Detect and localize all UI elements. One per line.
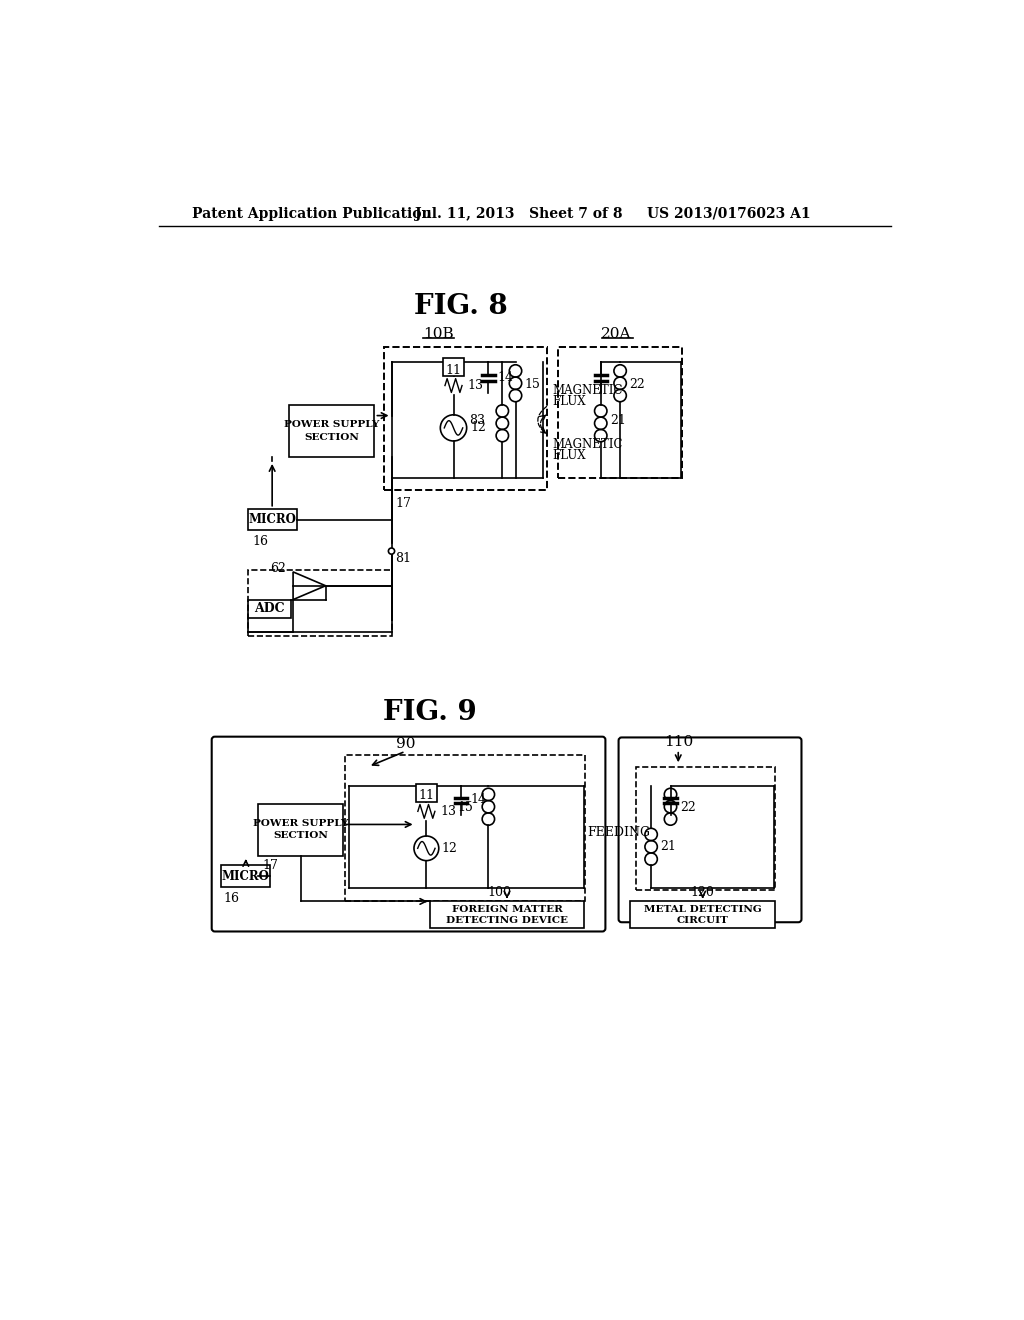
Text: SECTION: SECTION	[273, 832, 329, 841]
Bar	[416, 784, 437, 803]
Text: 62: 62	[270, 562, 286, 576]
Text: FIG. 9: FIG. 9	[383, 700, 477, 726]
Text: FEEDING: FEEDING	[588, 825, 650, 838]
Bar	[430, 902, 584, 928]
Text: US 2013/0176023 A1: US 2013/0176023 A1	[647, 207, 811, 220]
Text: 12: 12	[442, 842, 458, 855]
Text: 15: 15	[457, 801, 473, 814]
Bar	[558, 347, 682, 478]
Bar	[248, 599, 291, 618]
FancyArrowPatch shape	[540, 414, 547, 434]
Text: 10B: 10B	[423, 327, 454, 341]
Text: 90: 90	[395, 737, 415, 751]
Text: METAL DETECTING: METAL DETECTING	[644, 906, 762, 913]
Text: 22: 22	[630, 378, 645, 391]
Text: DETECTING DEVICE: DETECTING DEVICE	[446, 916, 568, 925]
Text: 22: 22	[680, 801, 695, 814]
Text: 100: 100	[487, 886, 511, 899]
Text: 110: 110	[664, 735, 693, 748]
Text: Jul. 11, 2013   Sheet 7 of 8: Jul. 11, 2013 Sheet 7 of 8	[415, 207, 623, 220]
Text: 120: 120	[691, 886, 715, 899]
Text: 16: 16	[252, 536, 268, 548]
Text: 20A: 20A	[601, 327, 632, 341]
Text: MICRO: MICRO	[249, 513, 297, 527]
Text: CIRCUIT: CIRCUIT	[677, 916, 729, 925]
Text: 13: 13	[440, 805, 457, 818]
Bar	[636, 767, 775, 890]
Text: 81: 81	[395, 552, 412, 565]
Text: 12: 12	[471, 421, 486, 434]
Text: 13: 13	[467, 379, 483, 392]
Text: 11: 11	[445, 363, 462, 376]
Bar	[248, 570, 391, 636]
Text: 17: 17	[262, 859, 278, 871]
Bar	[384, 347, 547, 490]
Text: MAGNETIC: MAGNETIC	[552, 438, 623, 451]
Text: FIG. 8: FIG. 8	[415, 293, 508, 319]
Text: 15: 15	[524, 378, 541, 391]
Bar	[248, 508, 297, 531]
Text: Patent Application Publication: Patent Application Publication	[191, 207, 431, 220]
Text: 83: 83	[469, 413, 485, 426]
Text: 21: 21	[610, 413, 626, 426]
Bar	[289, 405, 375, 457]
Text: POWER SUPPLY: POWER SUPPLY	[284, 420, 380, 429]
Text: 14: 14	[498, 371, 514, 384]
Text: FLUX: FLUX	[552, 449, 586, 462]
Text: MICRO: MICRO	[221, 870, 269, 883]
Bar	[630, 902, 775, 928]
Bar	[258, 804, 343, 857]
FancyArrowPatch shape	[538, 407, 547, 433]
Text: MAGNETIC: MAGNETIC	[552, 384, 623, 397]
Text: 17: 17	[395, 496, 412, 510]
Text: 11: 11	[419, 789, 434, 803]
Circle shape	[388, 548, 394, 554]
Text: 21: 21	[660, 840, 676, 853]
Bar	[345, 755, 586, 902]
Text: SECTION: SECTION	[304, 433, 359, 442]
Text: FLUX: FLUX	[552, 395, 586, 408]
Text: FOREIGN MATTER: FOREIGN MATTER	[452, 906, 562, 913]
Text: 14: 14	[471, 793, 486, 807]
Text: 16: 16	[223, 892, 240, 906]
Text: ADC: ADC	[254, 602, 285, 615]
Bar	[221, 866, 270, 887]
Bar	[442, 358, 464, 376]
Text: POWER SUPPLY: POWER SUPPLY	[253, 820, 348, 828]
